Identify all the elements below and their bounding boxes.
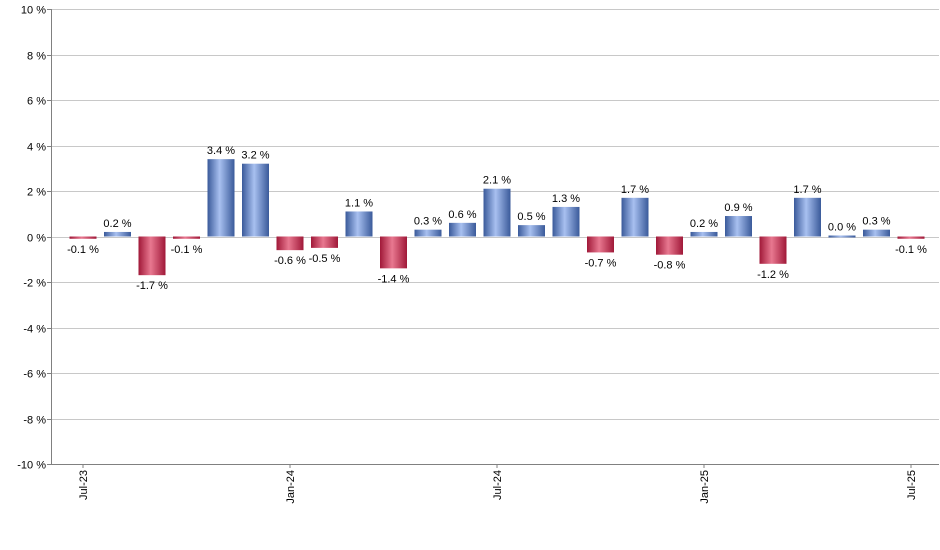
bar	[414, 229, 442, 237]
y-tick-label: 4 %	[27, 142, 46, 154]
y-tick-label: 8 %	[27, 51, 46, 63]
bar-data-label: -1.4 %	[378, 273, 410, 285]
bar-data-label: -1.7 %	[136, 280, 168, 292]
bar	[311, 236, 338, 248]
bar	[138, 236, 166, 276]
bar-data-label: 0.9 %	[724, 202, 752, 214]
bar-data-label: -0.5 %	[309, 253, 341, 265]
bar	[863, 229, 890, 237]
bar	[449, 222, 476, 237]
y-tick-label: -10 %	[17, 460, 46, 472]
bar-data-label: 3.4 %	[207, 145, 235, 157]
bar	[552, 206, 580, 237]
bar	[242, 163, 269, 237]
bar-data-label: 1.1 %	[345, 197, 373, 209]
bar	[690, 231, 718, 237]
bars	[69, 159, 925, 276]
bar-data-label: -0.6 %	[274, 255, 306, 267]
bar	[656, 236, 683, 255]
bar-data-label: -1.2 %	[757, 269, 789, 281]
y-tick-label: 0 %	[27, 233, 46, 245]
bar	[380, 236, 407, 269]
bar	[794, 197, 821, 237]
bar-data-label: -0.8 %	[654, 260, 686, 272]
axes: 10 % 8 % 6 % 4 % 2 % 0 % -2 % -4 % -6 % -8 % -10 %…	[17, 5, 939, 504]
bar	[587, 236, 614, 253]
bar-data-label: 0.0 %	[828, 222, 856, 234]
bar-data-label: 1.3 %	[552, 193, 580, 205]
bar-data-label: 0.3 %	[414, 216, 442, 228]
bar-data-label: 2.1 %	[483, 175, 511, 187]
bar	[69, 236, 97, 239]
bar	[725, 216, 752, 237]
bar-data-label: -0.1 %	[895, 244, 927, 256]
y-tick-label: -8 %	[23, 415, 46, 427]
bar-data-label: 3.2 %	[241, 150, 269, 162]
x-tick-label: Jul-24	[492, 470, 504, 500]
bar-data-label: -0.1 %	[67, 244, 99, 256]
x-tick-label: Jul-23	[78, 470, 90, 500]
bar	[483, 188, 511, 237]
bar	[173, 236, 200, 239]
bar	[104, 231, 131, 237]
x-tick-label: Jul-25	[906, 470, 918, 500]
bar	[207, 159, 235, 237]
y-tick-label: -6 %	[23, 369, 46, 381]
bar-data-label: 0.6 %	[448, 209, 476, 221]
bar	[828, 235, 856, 238]
bar	[897, 236, 925, 239]
bar	[276, 236, 304, 251]
bar-data-label: 0.3 %	[862, 216, 890, 228]
y-tick-label: 10 %	[21, 5, 46, 17]
y-tick-label: -4 %	[23, 324, 46, 336]
y-tick-label: 2 %	[27, 187, 46, 199]
bar	[345, 211, 373, 237]
bar-data-label: 1.7 %	[793, 184, 821, 196]
bar-data-label: 0.2 %	[103, 218, 131, 230]
x-tick-label: Jan-25	[699, 470, 711, 504]
bar-data-label: -0.1 %	[171, 244, 203, 256]
bar-data-label: 0.5 %	[517, 211, 545, 223]
bar	[621, 197, 649, 237]
y-tick-label: 6 %	[27, 96, 46, 108]
bar-data-label: 0.2 %	[690, 218, 718, 230]
bar-data-label: 1.7 %	[621, 184, 649, 196]
bar	[518, 225, 545, 237]
bar	[759, 236, 787, 264]
bar-data-label: -0.7 %	[585, 257, 617, 269]
data-labels: -0.1 %0.2 %-1.7 %-0.1 %3.4 % 3.2 %-0.6 % -…	[67, 145, 927, 292]
y-tick-label: -2 %	[23, 278, 46, 290]
x-tick-label: Jan-24	[285, 470, 297, 504]
